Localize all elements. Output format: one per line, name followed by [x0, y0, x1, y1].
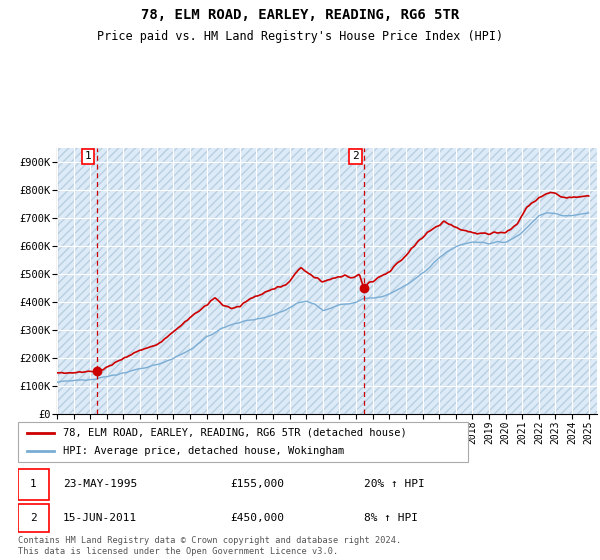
Text: 78, ELM ROAD, EARLEY, READING, RG6 5TR (detached house): 78, ELM ROAD, EARLEY, READING, RG6 5TR (… [63, 428, 407, 438]
Text: HPI: Average price, detached house, Wokingham: HPI: Average price, detached house, Woki… [63, 446, 344, 456]
FancyBboxPatch shape [18, 422, 468, 462]
Text: 1: 1 [85, 151, 92, 161]
Text: Price paid vs. HM Land Registry's House Price Index (HPI): Price paid vs. HM Land Registry's House … [97, 30, 503, 43]
Text: 1: 1 [29, 479, 37, 489]
Text: Contains HM Land Registry data © Crown copyright and database right 2024.
This d: Contains HM Land Registry data © Crown c… [18, 536, 401, 556]
Text: £155,000: £155,000 [230, 479, 284, 489]
FancyBboxPatch shape [18, 504, 49, 531]
Text: 2: 2 [29, 513, 37, 522]
FancyBboxPatch shape [18, 469, 49, 500]
Text: 15-JUN-2011: 15-JUN-2011 [62, 513, 137, 522]
Text: 78, ELM ROAD, EARLEY, READING, RG6 5TR: 78, ELM ROAD, EARLEY, READING, RG6 5TR [141, 8, 459, 22]
Text: 20% ↑ HPI: 20% ↑ HPI [364, 479, 425, 489]
Text: 8% ↑ HPI: 8% ↑ HPI [364, 513, 418, 522]
Text: 2: 2 [352, 151, 359, 161]
Text: £450,000: £450,000 [230, 513, 284, 522]
Text: 23-MAY-1995: 23-MAY-1995 [62, 479, 137, 489]
